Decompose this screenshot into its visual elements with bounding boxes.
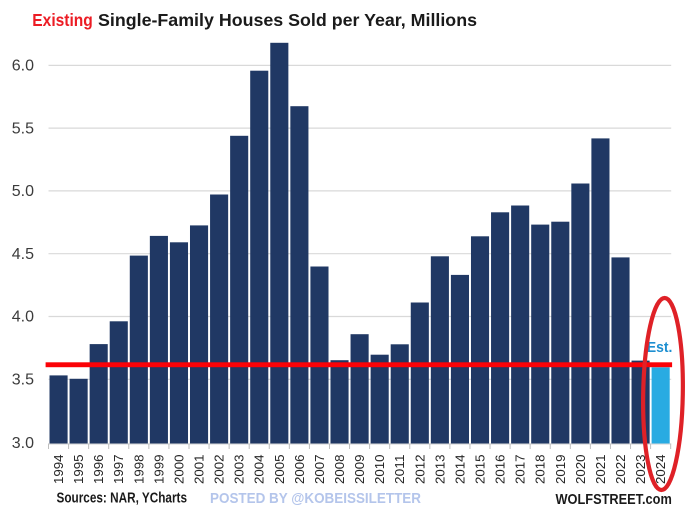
svg-text:4.5: 4.5 xyxy=(12,246,34,263)
svg-text:2020: 2020 xyxy=(573,455,588,485)
svg-text:5.0: 5.0 xyxy=(12,183,34,200)
svg-text:1996: 1996 xyxy=(91,455,106,485)
svg-text:Single-Family Houses Sold per: Single-Family Houses Sold per Year, Mill… xyxy=(98,10,477,30)
svg-text:2021: 2021 xyxy=(593,455,608,485)
svg-text:2004: 2004 xyxy=(252,455,267,485)
svg-text:1999: 1999 xyxy=(151,455,166,485)
svg-text:2003: 2003 xyxy=(232,455,247,485)
svg-text:2009: 2009 xyxy=(352,455,367,485)
svg-text:Sources: NAR, YCharts: Sources: NAR, YCharts xyxy=(57,491,188,507)
svg-text:2000: 2000 xyxy=(171,455,186,485)
svg-text:1995: 1995 xyxy=(71,455,86,485)
svg-text:2024: 2024 xyxy=(653,455,668,485)
svg-text:2012: 2012 xyxy=(412,455,427,485)
svg-text:2013: 2013 xyxy=(432,455,447,485)
svg-text:2005: 2005 xyxy=(272,455,287,485)
svg-text:2008: 2008 xyxy=(332,455,347,485)
svg-text:2007: 2007 xyxy=(312,455,327,485)
svg-text:2002: 2002 xyxy=(212,455,227,485)
svg-text:2006: 2006 xyxy=(292,455,307,485)
svg-text:5.5: 5.5 xyxy=(12,120,34,137)
svg-text:POSTED BY @KOBEISSILETTER: POSTED BY @KOBEISSILETTER xyxy=(210,491,421,507)
svg-text:6.0: 6.0 xyxy=(12,58,34,75)
svg-text:1994: 1994 xyxy=(51,455,66,485)
svg-text:2014: 2014 xyxy=(452,455,467,485)
svg-text:1997: 1997 xyxy=(111,455,126,485)
svg-text:2017: 2017 xyxy=(513,455,528,485)
svg-text:2019: 2019 xyxy=(553,455,568,485)
svg-text:2022: 2022 xyxy=(613,455,628,485)
svg-text:2001: 2001 xyxy=(192,455,207,485)
svg-text:Est.: Est. xyxy=(647,339,673,356)
svg-text:3.0: 3.0 xyxy=(12,435,34,452)
svg-text:2015: 2015 xyxy=(473,455,488,485)
svg-text:2018: 2018 xyxy=(533,455,548,485)
svg-text:Existing: Existing xyxy=(32,10,93,30)
svg-text:WOLFSTREET.com: WOLFSTREET.com xyxy=(556,491,672,508)
svg-text:2010: 2010 xyxy=(372,455,387,485)
svg-text:3.5: 3.5 xyxy=(12,372,34,389)
svg-text:1998: 1998 xyxy=(131,455,146,485)
svg-text:2011: 2011 xyxy=(392,455,407,485)
svg-text:4.0: 4.0 xyxy=(12,309,34,326)
svg-text:2016: 2016 xyxy=(493,455,508,485)
svg-text:2023: 2023 xyxy=(633,455,648,485)
